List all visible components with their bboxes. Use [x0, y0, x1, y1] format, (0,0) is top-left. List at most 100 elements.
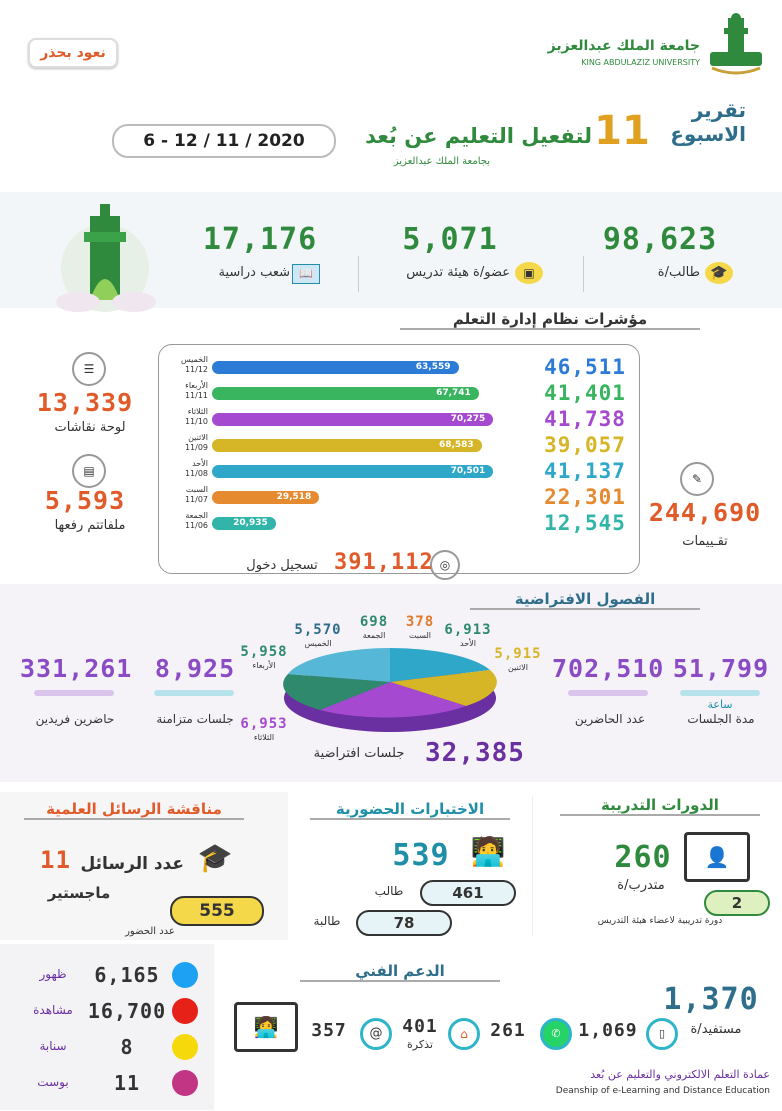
- lms-bar: [212, 517, 276, 530]
- lms-bar: [212, 387, 479, 400]
- lms-bar-value: 20,935: [233, 518, 268, 528]
- social-label: ظهور: [39, 967, 67, 981]
- lms-day-label: السبت: [185, 485, 208, 494]
- lms-day-date: 11/07: [184, 495, 208, 504]
- ticket-label: تذكرة: [407, 1038, 433, 1051]
- pie-day-label: الجمعة: [362, 631, 386, 640]
- exams-male-value: 461: [452, 884, 484, 902]
- whatsapp-value: 261: [490, 1020, 526, 1041]
- board-icon: ☰: [72, 352, 106, 386]
- report-word: تقرير: [691, 98, 746, 122]
- lms-day-date: 11/10: [184, 417, 208, 426]
- duration-value: 51,799: [672, 654, 770, 683]
- divider: [583, 256, 584, 292]
- date-badge: 6 - 12 / 11 / 2020: [112, 124, 336, 158]
- lms-bracket: [158, 344, 640, 574]
- lms-day-date: 11/09: [184, 443, 208, 452]
- virtual-title: الفصول الافتراضية: [470, 590, 700, 610]
- duration-label: مدة الجلسات: [687, 712, 755, 726]
- report-date: 6 - 12 / 11 / 2020: [143, 131, 305, 151]
- lms-bar-value: 63,559: [415, 362, 451, 372]
- unique-value: 331,261: [20, 654, 133, 683]
- lms-day-date: 11/11: [184, 391, 208, 400]
- lms-title: مؤشرات نظام إدارة التعلم: [400, 310, 700, 330]
- files-value: 5,593: [44, 486, 126, 515]
- boards-label: لوحة نقاشات: [54, 420, 126, 435]
- exams-male-label: طالب: [374, 884, 404, 898]
- lms-row-value: 41,738: [544, 407, 626, 431]
- pie-day-label: الثلاثاء: [253, 733, 275, 742]
- attendees-bar: [568, 690, 648, 696]
- week-word: الاسبوع: [670, 122, 746, 146]
- sessions-label: جلسات افتراضية: [313, 746, 405, 761]
- faculty-label: عضو/ة هيئة تدريس: [406, 265, 510, 280]
- diploma-icon: 🎓: [197, 841, 233, 874]
- duration-bar: [680, 690, 760, 696]
- lms-day-label: الأربعاء: [185, 381, 208, 390]
- lms-day-label: الثلاثاء: [187, 407, 208, 416]
- training-title: الدورات التدريبة: [560, 796, 760, 816]
- sync-bar: [154, 690, 234, 696]
- students-label: طالب/ة: [657, 265, 700, 280]
- beneficiaries-label: مستفيد/ة: [690, 1022, 742, 1037]
- pie-day-label: الأحد: [460, 639, 476, 648]
- pie-day-label: الاثنين: [508, 663, 528, 672]
- exams-female-value: 78: [393, 914, 415, 932]
- report-subtitle: بجامعة الملك عبدالعزيز: [393, 156, 490, 167]
- thesis-attend-label: عدد الحضور: [125, 926, 175, 937]
- login-value: 391,112: [334, 550, 434, 575]
- trainees-label: متدرب/ة: [617, 878, 665, 893]
- lms-bar-value: 29,518: [276, 492, 312, 502]
- lms-row-value: 12,545: [544, 511, 626, 535]
- trainees-value: 260: [614, 840, 672, 875]
- pie-day-value: 378: [405, 614, 435, 630]
- lms-day-date: 11/06: [184, 521, 208, 530]
- social-value: 11: [113, 1071, 141, 1095]
- exams-title: الاختبارات الحضورية: [310, 800, 510, 820]
- snapchat-icon: [172, 1034, 198, 1060]
- social-label: بوست: [37, 1075, 69, 1089]
- teacher-board-icon: ▣: [515, 262, 543, 284]
- pie-day-value: 5,915: [494, 646, 542, 662]
- lms-bar: [212, 491, 320, 504]
- week-number: 11: [594, 108, 650, 154]
- pie-day-value: 5,958: [240, 644, 288, 660]
- exams-female-label: طالبة: [313, 914, 341, 928]
- sync-value: 8,925: [154, 654, 236, 683]
- lms-row-value: 41,401: [544, 381, 626, 405]
- social-value: 8: [120, 1035, 134, 1059]
- youtube-icon: [172, 998, 198, 1024]
- ratings-value: 244,690: [648, 498, 762, 527]
- lms-row-value: 39,057: [544, 433, 626, 457]
- ratings-label: تقـييمات: [682, 534, 728, 549]
- beneficiaries-value: 1,370: [663, 982, 759, 1017]
- pie-day-label: السبت: [408, 631, 432, 640]
- sections-label: شعب دراسية: [218, 265, 290, 280]
- university-name-ar: جامعة الملك عبدالعزيز: [547, 38, 700, 54]
- exam-desk-icon: 🧑‍💻: [470, 835, 506, 868]
- lms-day-label: الأحد: [192, 459, 208, 468]
- social-label: مشاهدة: [33, 1003, 73, 1017]
- exams-male-pill: 461: [420, 880, 516, 906]
- lms-day-label: الاثنين: [188, 433, 208, 442]
- slogan-badge: نعود بحذر: [28, 38, 118, 68]
- pie-day-label: الأربعاء: [252, 661, 276, 670]
- file-icon: ▤: [72, 454, 106, 488]
- unique-label: حاضرين فريدين: [35, 712, 115, 726]
- social-label: سنابة: [39, 1039, 67, 1053]
- courses-label: دورة تدريبية لاعضاء هيئة التدريس: [597, 916, 723, 926]
- attendees-value: 702,510: [552, 654, 665, 683]
- slogan-text: نعود بحذر: [40, 45, 106, 61]
- lms-bar-value: 67,741: [436, 388, 471, 398]
- email-icon: @: [360, 1018, 392, 1050]
- footer-ar: عمادة التعلم الالكتروني والتعليم عن بُعد: [590, 1068, 770, 1081]
- pie-day-value: 698: [359, 614, 389, 630]
- phone-icon: ▯: [646, 1018, 678, 1050]
- lms-bar: [212, 465, 494, 478]
- thesis-title: مناقشة الرسائل العلمية: [24, 800, 244, 820]
- files-label: ملفاتتم رفعها: [54, 518, 126, 533]
- pie-day-value: 6,913: [444, 622, 492, 638]
- lms-bar-value: 70,501: [450, 466, 486, 476]
- boards-value: 13,339: [36, 388, 134, 417]
- lms-day-date: 11/12: [184, 365, 208, 374]
